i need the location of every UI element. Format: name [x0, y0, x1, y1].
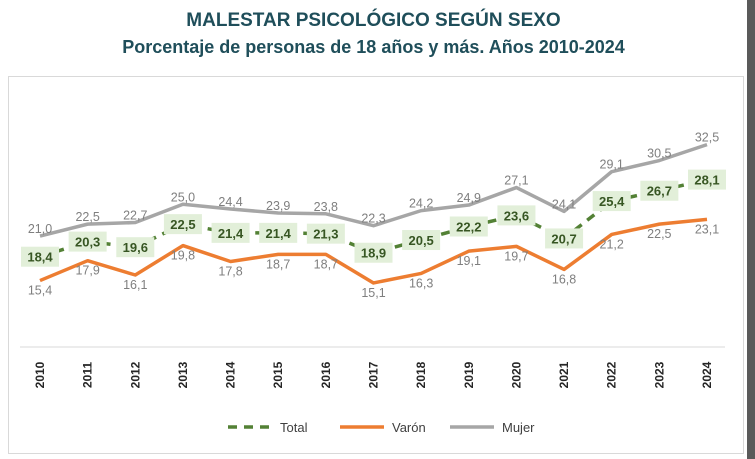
x-tick-label: 2017	[367, 361, 381, 388]
x-tick-label: 2021	[557, 361, 571, 388]
legend-label: Mujer	[502, 420, 535, 435]
x-tick-label: 2012	[128, 361, 142, 388]
data-label-total: 19,6	[123, 240, 148, 255]
data-label-varon: 18,7	[314, 257, 338, 271]
data-label-mujer: 22,3	[361, 212, 385, 226]
data-label-mujer: 24,1	[552, 197, 576, 211]
x-tick-label: 2010	[33, 361, 47, 388]
data-label-total: 21,4	[266, 226, 292, 241]
x-tick-label: 2014	[224, 361, 238, 388]
x-tick-label: 2024	[700, 361, 714, 388]
data-label-varon: 16,1	[123, 278, 147, 292]
data-label-total: 22,2	[456, 220, 481, 235]
data-label-total: 20,5	[408, 233, 433, 248]
x-tick-label: 2013	[176, 361, 190, 388]
data-label-varon: 16,3	[409, 276, 433, 290]
data-label-total-box	[354, 242, 393, 263]
x-tick-label: 2015	[271, 361, 285, 388]
x-tick-label: 2020	[509, 361, 523, 388]
data-label-total-box	[116, 237, 155, 258]
data-label-total: 26,7	[647, 184, 672, 199]
data-label-mujer: 29,1	[600, 158, 624, 172]
x-tick-label: 2011	[81, 362, 95, 388]
data-label-total-box	[545, 228, 584, 249]
x-tick-label: 2022	[605, 361, 619, 388]
data-label-varon: 19,7	[504, 249, 528, 263]
data-label-varon: 16,8	[552, 272, 576, 286]
data-label-total: 18,4	[27, 250, 53, 265]
data-label-varon: 15,4	[28, 284, 52, 298]
data-label-total: 18,9	[361, 246, 386, 261]
data-label-mujer: 22,5	[75, 210, 99, 224]
x-tick-label: 2019	[462, 361, 476, 388]
data-label-total: 20,3	[75, 235, 100, 250]
series-line-mujer	[39, 142, 708, 238]
data-label-mujer: 24,2	[409, 197, 433, 211]
data-label-total: 23,6	[504, 208, 529, 223]
data-label-total-box	[640, 180, 679, 201]
data-label-total: 22,5	[170, 217, 195, 232]
plot-border	[8, 76, 744, 454]
legend-label: Varón	[392, 420, 426, 435]
data-label-total-box	[306, 223, 345, 244]
data-label-total-box	[449, 216, 488, 237]
data-label-mujer: 24,9	[457, 191, 481, 205]
data-label-total-box	[163, 214, 202, 235]
data-label-total: 28,1	[694, 173, 719, 188]
data-label-mujer: 32,5	[695, 131, 719, 145]
x-tick-label: 2016	[319, 361, 333, 388]
data-label-total-box	[68, 231, 107, 252]
data-label-mujer: 27,1	[504, 174, 528, 188]
data-label-varon: 21,2	[600, 237, 624, 251]
chart-subtitle: Porcentaje de personas de 18 años y más.…	[122, 37, 625, 57]
legend-label: Total	[280, 420, 308, 435]
data-label-total: 21,3	[313, 227, 338, 242]
data-label-varon: 22,5	[647, 227, 671, 241]
data-label-total-box	[211, 222, 250, 243]
chart-title: MALESTAR PSICOLÓGICO SEGÚN SEXO	[186, 10, 561, 31]
data-label-mujer: 24,4	[218, 195, 242, 209]
data-label-total-box	[259, 222, 298, 243]
x-tick-label: 2018	[414, 361, 428, 388]
data-label-mujer: 25,0	[171, 190, 195, 204]
data-label-total: 21,4	[218, 226, 244, 241]
data-label-mujer: 23,8	[314, 200, 338, 214]
data-label-total-box	[21, 246, 59, 267]
data-label-varon: 15,1	[361, 286, 385, 300]
data-label-varon: 17,8	[218, 264, 242, 278]
data-label-varon: 18,7	[266, 257, 290, 271]
data-label-total-box	[497, 205, 536, 226]
data-label-varon: 17,9	[75, 264, 99, 278]
x-tick-label: 2023	[652, 361, 666, 388]
data-label-total: 25,4	[599, 194, 625, 209]
data-label-mujer: 30,5	[647, 147, 671, 161]
window-edge	[747, 0, 755, 459]
data-label-total-box	[402, 230, 441, 251]
data-label-total-box	[688, 169, 726, 190]
data-label-mujer: 23,9	[266, 199, 290, 213]
data-label-total: 20,7	[551, 231, 576, 246]
data-label-varon: 23,1	[695, 222, 719, 236]
data-label-mujer: 21,0	[28, 222, 52, 236]
data-label-mujer: 22,7	[123, 209, 147, 223]
data-label-varon: 19,1	[457, 254, 481, 268]
data-label-total-box	[592, 191, 631, 212]
series-line-varon	[39, 217, 708, 285]
data-label-varon: 19,8	[171, 249, 195, 263]
